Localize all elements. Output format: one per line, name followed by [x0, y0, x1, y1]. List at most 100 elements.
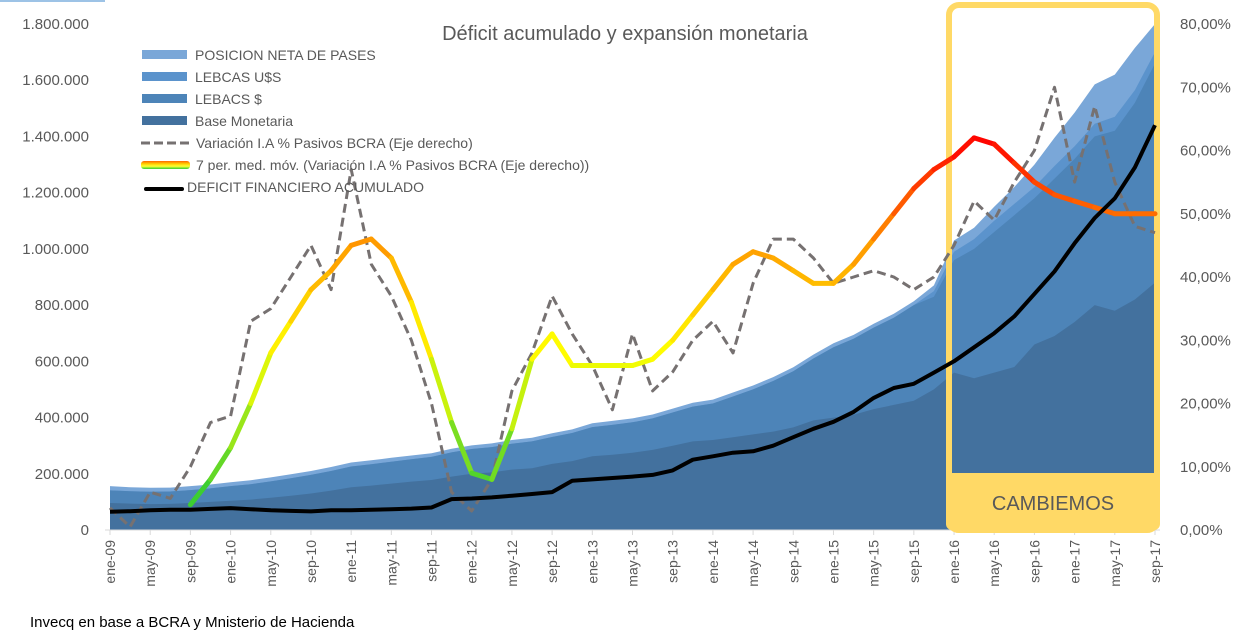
ma-segment — [1011, 160, 1037, 185]
x-tick-label: sep-09 — [182, 540, 198, 583]
ma-segment — [449, 419, 475, 476]
ma-segment — [207, 445, 234, 482]
line-variaci-n-i-a-pasivos-bcra-eje-derecho — [108, 85, 1156, 529]
ma-segment — [187, 476, 213, 508]
x-tick-label: ene-11 — [343, 540, 359, 583]
legend-label: LEBCAS U$S — [195, 69, 281, 85]
ma-segment — [770, 255, 796, 274]
y-right-tick-label: 20,00% — [1180, 396, 1231, 413]
ma-segment — [549, 331, 575, 369]
ma-segment — [650, 337, 676, 362]
cambiemos-highlight: CAMBIEMOS — [946, 2, 1160, 533]
y-right-tick-label: 50,00% — [1180, 206, 1231, 223]
ma-segment — [670, 312, 696, 343]
y-left-tick-label: 200.000 — [35, 466, 89, 483]
y-right-tick-label: 70,00% — [1180, 79, 1231, 96]
y-right-tick-label: 80,00% — [1180, 16, 1231, 33]
legend-item: Variación I.A % Pasivos BCRA (Eje derech… — [141, 135, 473, 151]
y-left-tick-label: 400.000 — [35, 410, 89, 427]
legend-label: 7 per. med. móv. (Variación I.A % Pasivo… — [196, 157, 589, 173]
ma-segment — [630, 356, 656, 369]
ma-segment — [388, 255, 414, 305]
ma-segment — [951, 135, 977, 160]
ma-segment — [489, 426, 515, 482]
area-base-monetaria — [110, 282, 1155, 530]
chart-title: Déficit acumulado y expansión monetaria — [442, 23, 809, 45]
legend-label: Base Monetaria — [195, 113, 293, 129]
cambiemos-label-bg — [946, 473, 1160, 530]
y-right-tick-label: 60,00% — [1180, 143, 1231, 160]
x-tick-label: sep-13 — [665, 540, 681, 583]
legend-item: POSICION NETA DE PASES — [142, 47, 376, 63]
y-right-tick-label: 0,00% — [1180, 522, 1223, 539]
x-tick-label: may-15 — [866, 540, 882, 587]
y-left-tick-label: 800.000 — [35, 297, 89, 314]
x-tick-label: sep-15 — [906, 540, 922, 583]
ma-segment — [288, 287, 314, 324]
ma-segment — [1072, 198, 1098, 210]
top-edge-accent — [0, 0, 105, 2]
x-tick-label: may-13 — [625, 540, 641, 587]
ma-segment — [248, 350, 274, 406]
ma-segment — [911, 166, 937, 191]
legend-label: LEBACS $ — [195, 91, 262, 107]
x-tick-label: may-09 — [142, 540, 158, 587]
x-tick-label: ene-12 — [464, 540, 480, 584]
ma-segment — [931, 154, 957, 172]
x-tick-label: may-16 — [986, 540, 1002, 587]
legend-swatch — [142, 50, 187, 59]
y-left-tick-label: 1.600.000 — [22, 72, 89, 89]
ma-segment — [328, 242, 354, 274]
line-7-per-med-m-v-variaci-n-i-a-pasivos-bcra-eje-derecho — [187, 135, 1158, 508]
ma-segment — [408, 299, 435, 362]
y-right-tick-label: 10,00% — [1180, 459, 1231, 476]
ma-segment — [1031, 179, 1058, 198]
x-tick-label: ene-09 — [102, 540, 118, 584]
y-left-tick-label: 600.000 — [35, 353, 89, 370]
y-axis-left: 0 200.000 400.000 600.000 800.000 1.000.000 1.… — [22, 16, 89, 539]
ma-segment — [971, 135, 997, 147]
ma-segment — [268, 318, 294, 356]
legend-swatch — [142, 116, 187, 125]
legend-item: Base Monetaria — [142, 113, 293, 129]
ma-segment — [429, 356, 455, 425]
ma-segment — [710, 261, 736, 293]
line-series — [108, 85, 1158, 529]
ma-segment — [509, 356, 535, 432]
x-axis: ene-09 may-09 sep-09 ene-10 may-10 sep-10 ene-… — [102, 529, 1163, 587]
ma-segment — [308, 268, 334, 293]
cambiemos-label: CAMBIEMOS — [992, 493, 1114, 515]
legend-item: DEFICIT FINANCIERO ACUMULADO — [144, 179, 424, 195]
x-tick-label: sep-14 — [785, 540, 801, 583]
ma-segment — [348, 236, 374, 248]
x-tick-label: may-14 — [745, 540, 761, 587]
y-left-tick-label: 1.200.000 — [22, 185, 89, 202]
x-tick-label: sep-12 — [544, 540, 560, 583]
x-tick-label: may-17 — [1107, 540, 1123, 587]
source-note: Invecq en base a BCRA y Mnisterio de Hac… — [30, 614, 355, 631]
ma-segment — [1052, 192, 1078, 204]
legend-item: LEBACS $ — [142, 91, 262, 107]
ma-segment — [368, 236, 394, 261]
x-tick-label: ene-13 — [584, 540, 600, 584]
stacked-areas — [110, 24, 1155, 531]
legend: POSICION NETA DE PASES LEBCAS U$S LEBACS $… — [141, 47, 589, 195]
y-right-tick-label: 30,00% — [1180, 332, 1231, 349]
ma-segment — [991, 141, 1017, 166]
legend-swatch — [142, 94, 187, 103]
x-tick-label: ene-10 — [223, 540, 239, 584]
ma-segment — [891, 185, 917, 217]
x-tick-label: sep-17 — [1147, 540, 1163, 583]
legend-swatch — [142, 72, 187, 81]
ma-segment — [730, 249, 756, 267]
x-tick-label: ene-17 — [1067, 540, 1083, 584]
x-tick-label: sep-16 — [1026, 540, 1042, 583]
x-tick-label: ene-15 — [825, 540, 841, 584]
legend-label: DEFICIT FINANCIERO ACUMULADO — [187, 179, 424, 195]
x-tick-label: ene-14 — [705, 540, 721, 584]
y-left-tick-label: 1.000.000 — [22, 241, 89, 258]
ma-segment — [690, 287, 716, 318]
ma-segment — [830, 261, 857, 286]
legend-label: Variación I.A % Pasivos BCRA (Eje derech… — [196, 135, 473, 151]
x-tick-label: ene-16 — [946, 540, 962, 584]
